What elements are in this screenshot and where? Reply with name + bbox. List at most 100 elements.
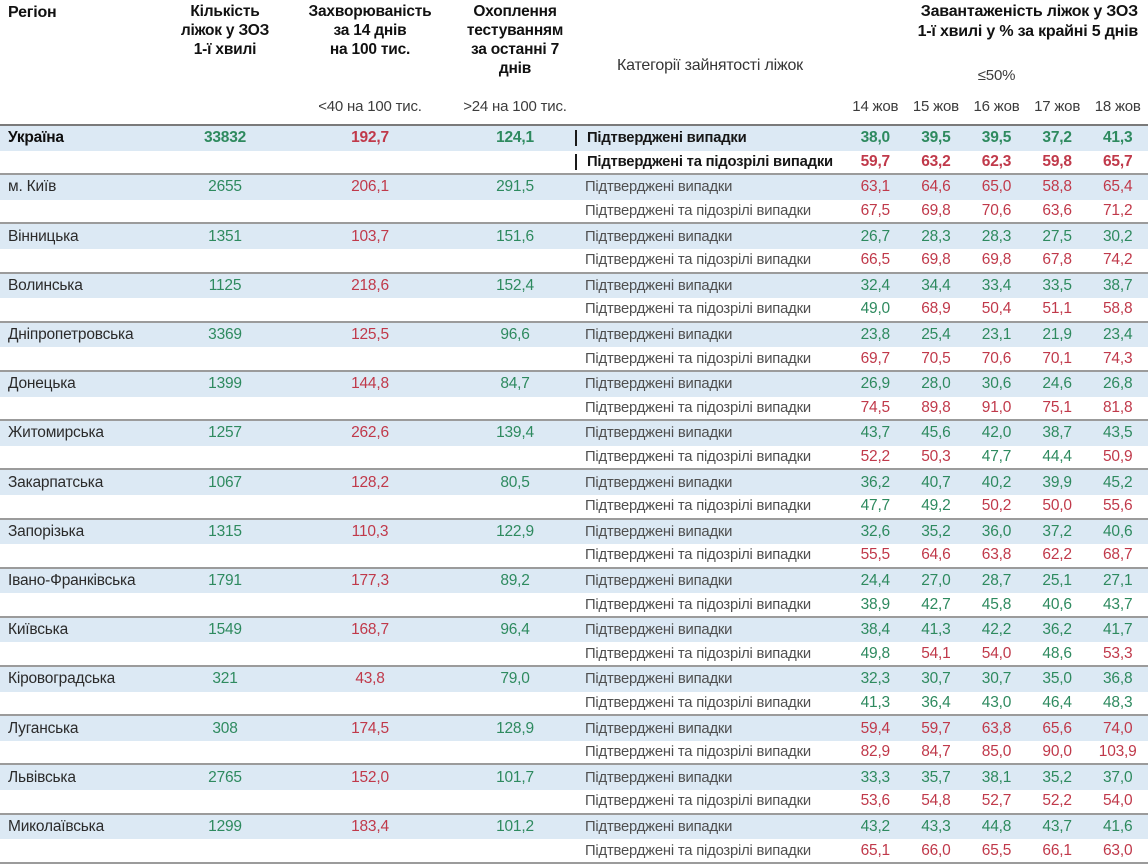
occupancy-value: 28,0	[921, 375, 951, 393]
region-name: Львівська	[8, 768, 76, 786]
occupancy-value: 74,2	[1103, 251, 1133, 269]
occupancy-value: 53,6	[860, 792, 891, 810]
column-header-occupancy: Завантаженість ліжок у ЗОЗ 1-ї хвилі у %…	[917, 3, 1139, 40]
occupancy-value: 34,4	[921, 276, 951, 294]
occupancy-value: 65,1	[860, 841, 891, 859]
incidence-value: 206,1	[351, 178, 389, 196]
table-row-confirmed: Кіровоградська 321 43,8 79,0 Підтверджен…	[0, 667, 1148, 692]
occupancy-value: 81,8	[1103, 398, 1133, 416]
table-row-suspected: Підтверджені та підозрілі випадки 74,5 8…	[0, 397, 1148, 422]
date-header: 18 жов	[1094, 97, 1141, 115]
occupancy-value: 28,3	[921, 227, 951, 245]
occupancy-value: 64,6	[921, 546, 951, 564]
occupancy-value: 67,8	[1042, 251, 1072, 269]
table-row-suspected: Підтверджені та підозрілі випадки 65,1 6…	[0, 839, 1148, 864]
occupancy-value: 43,7	[860, 424, 891, 442]
occupancy-value: 26,8	[1103, 375, 1133, 393]
occupancy-value: 75,1	[1042, 398, 1072, 416]
testing-value: 151,6	[496, 227, 534, 245]
testing-value: 124,1	[496, 129, 534, 147]
occupancy-value: 32,3	[860, 670, 891, 688]
occupancy-value: 63,8	[981, 546, 1012, 564]
occupancy-value: 65,6	[1042, 719, 1072, 737]
date-header: 14 жов	[852, 97, 899, 115]
occupancy-value: 47,7	[860, 497, 891, 515]
testing-value: 84,7	[500, 375, 530, 393]
occupancy-value: 41,7	[1103, 621, 1133, 639]
incidence-value: 168,7	[351, 621, 389, 639]
category-label-suspected: Підтверджені та підозрілі випадки	[585, 793, 811, 810]
region-name: Дніпропетровська	[8, 326, 134, 344]
category-label-confirmed: Підтверджені випадки	[575, 130, 845, 147]
table-row-confirmed: Київська 1549 168,7 96,4 Підтверджені ви…	[0, 617, 1148, 643]
region-name: Донецька	[8, 375, 76, 393]
occupancy-value: 27,0	[921, 571, 951, 589]
occupancy-value: 44,4	[1042, 448, 1072, 466]
occupancy-value: 46,4	[1042, 693, 1072, 711]
category-label-suspected: Підтверджені та підозрілі випадки	[585, 203, 811, 220]
occupancy-value: 65,7	[1103, 152, 1133, 170]
occupancy-value: 52,2	[860, 448, 891, 466]
occupancy-value: 21,9	[1042, 326, 1072, 344]
occupancy-value: 59,7	[860, 152, 891, 170]
category-label-suspected: Підтверджені та підозрілі випадки	[575, 153, 845, 170]
category-label-suspected: Підтверджені та підозрілі випадки	[585, 301, 811, 318]
region-name: м. Київ	[8, 178, 57, 196]
occupancy-value: 68,9	[921, 300, 951, 318]
occupancy-value: 91,0	[981, 398, 1012, 416]
occupancy-value: 35,2	[1042, 768, 1072, 786]
table-header: Регіон Кількість ліжок у ЗОЗ 1-ї хвилі З…	[0, 0, 1148, 126]
occupancy-value: 63,0	[1103, 841, 1133, 859]
occupancy-value: 27,5	[1042, 227, 1072, 245]
testing-value: 96,4	[500, 621, 530, 639]
incidence-value: 125,5	[351, 326, 389, 344]
occupancy-value: 24,4	[860, 571, 891, 589]
occupancy-value: 49,2	[921, 497, 951, 515]
region-name: Кіровоградська	[8, 670, 116, 688]
occupancy-value: 40,2	[981, 473, 1012, 491]
occupancy-value: 68,7	[1103, 546, 1133, 564]
occupancy-value: 64,6	[921, 178, 951, 196]
occupancy-value: 38,0	[860, 129, 891, 147]
table-row-suspected: Підтверджені та підозрілі випадки 59,7 6…	[0, 151, 1148, 176]
occupancy-value: 66,5	[860, 251, 891, 269]
category-label-suspected: Підтверджені та підозрілі випадки	[585, 744, 811, 761]
beds-value: 308	[212, 719, 238, 737]
occupancy-value: 69,8	[921, 251, 951, 269]
incidence-value: 43,8	[355, 670, 385, 688]
occupancy-value: 35,0	[1042, 670, 1072, 688]
occupancy-value: 42,2	[981, 621, 1012, 639]
beds-value: 1351	[208, 227, 242, 245]
table-row-suspected: Підтверджені та підозрілі випадки 66,5 6…	[0, 249, 1148, 274]
occupancy-value: 70,1	[1042, 349, 1072, 367]
occupancy-value: 43,7	[1103, 595, 1133, 613]
date-header: 15 жов	[912, 97, 959, 115]
occupancy-value: 54,8	[921, 792, 951, 810]
incidence-value: 152,0	[351, 768, 389, 786]
beds-value: 2655	[208, 178, 242, 196]
occupancy-value: 63,1	[860, 178, 891, 196]
occupancy-value: 42,7	[921, 595, 951, 613]
beds-value: 1125	[208, 276, 242, 294]
occupancy-value: 30,7	[921, 670, 951, 688]
category-label-confirmed: Підтверджені випадки	[585, 228, 733, 245]
occupancy-value: 32,6	[860, 522, 891, 540]
beds-value: 1257	[208, 424, 242, 442]
table-row-confirmed: Закарпатська 1067 128,2 80,5 Підтверджен…	[0, 470, 1148, 495]
occupancy-value: 37,0	[1103, 768, 1133, 786]
occupancy-value: 59,4	[860, 719, 891, 737]
occupancy-value: 69,7	[860, 349, 891, 367]
occupancy-value: 43,7	[1042, 817, 1072, 835]
incidence-value: 144,8	[351, 375, 389, 393]
incidence-threshold-label: <40 на 100 тис.	[318, 97, 422, 115]
region-name: Київська	[8, 621, 69, 639]
beds-value: 3369	[208, 326, 242, 344]
incidence-value: 262,6	[351, 424, 389, 442]
occupancy-value: 103,9	[1098, 743, 1137, 761]
incidence-value: 128,2	[351, 473, 389, 491]
occupancy-value: 50,2	[981, 497, 1012, 515]
table-row-confirmed: Житомирська 1257 262,6 139,4 Підтверджен…	[0, 421, 1148, 446]
occupancy-value: 70,6	[981, 202, 1012, 220]
occupancy-value: 35,7	[921, 768, 951, 786]
occupancy-value: 50,0	[1042, 497, 1072, 515]
